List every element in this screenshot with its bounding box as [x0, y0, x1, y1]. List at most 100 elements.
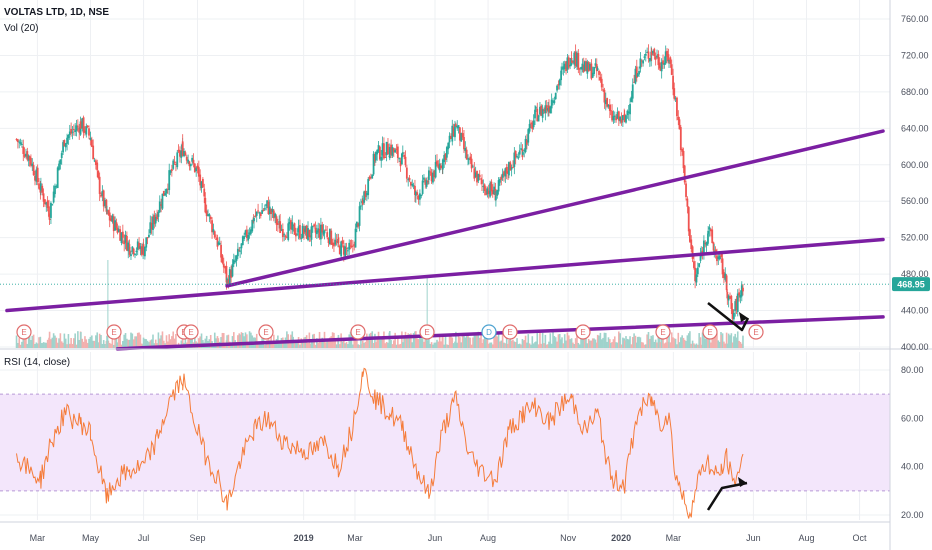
candle-body	[142, 244, 145, 256]
candle-body	[659, 66, 662, 71]
candle-body	[465, 149, 468, 160]
candle-body	[44, 199, 46, 205]
time-tick-label: Mar	[30, 533, 46, 543]
volume-bar	[88, 338, 90, 348]
volume-bar	[40, 342, 42, 348]
rsi-tick-label: 60.00	[901, 413, 924, 423]
volume-bar	[181, 334, 184, 348]
trendlines[interactable]	[5, 129, 885, 351]
candle-body	[67, 135, 70, 139]
candle-body	[146, 237, 149, 239]
candle-body	[123, 240, 126, 245]
volume-bar	[27, 335, 30, 348]
volume-bar	[720, 334, 723, 348]
event-badges[interactable]: EEEEEEEDEEEEE	[16, 324, 764, 340]
volume-bar	[623, 340, 626, 348]
volume-bar	[31, 335, 34, 348]
volume-bar	[394, 332, 396, 348]
candle-body	[423, 177, 425, 180]
volume-bar	[721, 333, 724, 348]
candle-body	[48, 206, 50, 217]
candle-body	[200, 181, 203, 189]
candle-body	[54, 185, 56, 195]
candle-body	[619, 116, 622, 122]
volume-bar	[399, 343, 402, 348]
volume-bar	[126, 338, 128, 348]
candle-body	[181, 141, 184, 156]
volume-bar	[666, 335, 668, 348]
candle-body	[56, 167, 59, 189]
candle-body	[263, 208, 266, 210]
candle-body	[143, 246, 146, 257]
event-badge-circle	[655, 324, 671, 340]
volume-bar	[227, 334, 230, 348]
candle-body	[608, 104, 611, 111]
candle-body	[291, 222, 294, 230]
volume-bar	[593, 338, 595, 348]
volume-bar	[424, 335, 427, 348]
candle-body	[596, 68, 599, 70]
volume-bar	[264, 344, 266, 348]
candle-body	[88, 128, 90, 136]
candle-body	[548, 105, 550, 113]
event-badge-letter: E	[355, 328, 360, 337]
candle-body	[70, 129, 73, 134]
candle-body	[460, 132, 463, 142]
volume-bar	[468, 337, 470, 348]
volume-bar	[576, 332, 578, 348]
volume-bar	[518, 343, 521, 348]
candle-body	[558, 79, 561, 86]
candle-body	[278, 221, 281, 223]
candle-body	[672, 75, 674, 90]
candle-body	[407, 179, 410, 181]
volume-bar	[473, 333, 476, 348]
candle-body	[668, 60, 670, 62]
candle-body	[305, 225, 308, 239]
volume-bar	[310, 342, 313, 348]
volume-bar	[91, 335, 93, 348]
time-tick-label: Mar	[347, 533, 363, 543]
volume-bar	[734, 333, 737, 348]
volume-bar	[408, 333, 411, 348]
volume-bar	[204, 338, 207, 348]
candle-body	[227, 279, 230, 286]
volume-bar	[454, 341, 456, 348]
candle-body	[30, 157, 32, 166]
candle-body	[556, 85, 558, 91]
price-tick-label: 640.00	[901, 123, 929, 133]
candle-body	[251, 219, 254, 232]
candle-body	[440, 165, 442, 169]
volume-bar	[627, 339, 630, 348]
volume-bar	[45, 342, 48, 348]
candle-body	[16, 139, 19, 143]
candle-body	[554, 92, 557, 100]
candle-body	[342, 245, 345, 255]
volume-bar	[691, 340, 694, 348]
candle-body	[399, 160, 402, 167]
volume-bar	[634, 335, 637, 348]
volume-bar	[78, 339, 81, 348]
volume-bar	[134, 336, 136, 348]
candle-body	[247, 234, 250, 241]
volume-bar	[314, 344, 317, 348]
candle-body	[368, 176, 371, 179]
rsi-band-lines	[0, 393, 890, 492]
volume-bar	[44, 342, 46, 348]
candle-body	[450, 136, 452, 139]
candle-body	[638, 71, 640, 75]
candle-body	[383, 143, 385, 159]
candle-body	[657, 54, 660, 66]
volume-bar	[670, 332, 673, 348]
candle-body	[239, 250, 242, 252]
candle-body	[58, 163, 60, 170]
volume-bar	[512, 339, 514, 348]
volume-bar	[736, 331, 739, 348]
volume-bar	[222, 333, 225, 348]
volume-bar	[81, 338, 84, 348]
volume-bar	[595, 342, 598, 348]
volume-bar	[508, 339, 510, 348]
candle-body	[676, 97, 678, 117]
candle-body	[642, 60, 644, 64]
candle-body	[535, 107, 537, 109]
